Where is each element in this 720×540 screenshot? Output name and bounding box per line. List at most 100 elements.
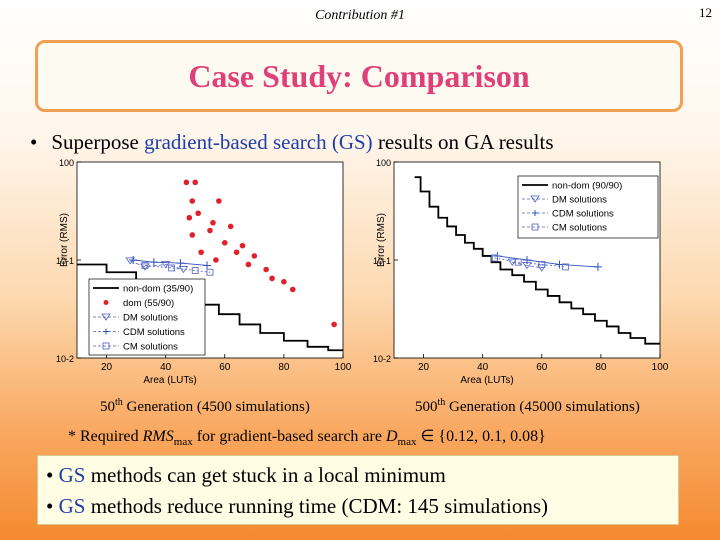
dm-marker	[140, 263, 150, 271]
slide-title: Case Study: Comparison	[188, 57, 530, 94]
cm-marker	[491, 254, 498, 262]
legend-label: CM solutions	[552, 223, 607, 234]
x-tick-label: 100	[335, 362, 352, 373]
x-tick-label: 60	[219, 362, 231, 373]
x-tick-label: 40	[160, 362, 172, 373]
series-cm-line	[494, 257, 566, 268]
x-tick-label: 80	[595, 362, 607, 373]
dom-point	[198, 249, 204, 256]
dom-point	[263, 266, 269, 273]
x-tick-label: 80	[278, 362, 290, 373]
y-tick-label: 10-2	[373, 354, 391, 364]
x-axis-label: Area (LUTs)	[143, 375, 196, 386]
conclusion-running-time: • GS methods reduce running time (CDM: 1…	[46, 494, 548, 518]
legend-label: CM solutions	[123, 342, 178, 353]
legend-swatch	[103, 300, 109, 305]
bullet-suffix: results on GA results	[372, 130, 554, 154]
dom-point	[183, 179, 190, 186]
dom-point	[239, 242, 246, 249]
x-tick-label: 20	[101, 362, 113, 373]
bullet-superpose: • Superpose gradient-based search (GS) re…	[30, 130, 554, 155]
cm-marker	[191, 267, 199, 275]
y-tick-label: 10-2	[56, 354, 74, 364]
y-axis-label: Error (RMS)	[376, 213, 387, 267]
x-tick-label: 40	[477, 362, 489, 373]
x-tick-label: 20	[418, 362, 430, 373]
legend-label: DM solutions	[552, 195, 607, 206]
dom-point	[216, 198, 222, 204]
dom-point	[331, 321, 337, 328]
series-dm-line	[512, 261, 542, 269]
dom-point	[281, 278, 287, 285]
dom-point	[245, 261, 252, 268]
header-label: Contribution #1	[315, 8, 405, 23]
legend-label: DM solutions	[123, 313, 178, 324]
legend-marker	[531, 223, 539, 231]
dom-point	[289, 286, 296, 293]
cm-marker	[538, 261, 546, 268]
x-axis-label: Area (LUTs)	[460, 375, 513, 386]
y-tick-label: 10-1	[56, 256, 74, 266]
x-tick-label: 100	[652, 362, 669, 373]
series-dm-line	[130, 260, 184, 270]
legend-label: dom (55/90)	[123, 298, 174, 309]
title-box: Case Study: Comparison	[35, 40, 683, 112]
conclusion-box: • GS methods can get stuck in a local mi…	[37, 455, 679, 525]
legend-label: non-dom (90/90)	[552, 181, 622, 192]
legend-box	[517, 175, 659, 239]
dm-marker	[160, 261, 171, 269]
dom-point	[195, 210, 201, 217]
cdm-marker	[129, 256, 138, 264]
dom-point	[213, 257, 219, 263]
legend-label: CDM solutions	[123, 327, 185, 338]
y-tick-label: 10-1	[373, 256, 391, 266]
dom-point	[221, 239, 228, 246]
dom-point	[233, 249, 240, 256]
legend-marker	[530, 195, 540, 203]
cm-marker	[168, 264, 176, 272]
legend-marker	[101, 313, 111, 321]
bullet-prefix: Superpose	[51, 130, 145, 154]
cdm-marker	[149, 258, 158, 267]
legend-label: non-dom (35/90)	[123, 284, 193, 295]
required-rms-note: * Required RMSmax for gradient-based sea…	[68, 428, 546, 449]
chart-50th-generation: 100 10-1 10-2 20 40 60 80 100 Area (LUTs) Error (…	[56, 158, 352, 386]
series-cdm-line	[133, 259, 208, 266]
dom-point	[189, 232, 196, 238]
dm-marker	[507, 258, 518, 266]
legend-marker	[532, 210, 538, 216]
dom-point	[210, 219, 216, 226]
series-cm-line	[144, 264, 211, 273]
dom-point	[269, 275, 275, 282]
caption-500th-generation: 500th Generation (45000 simulations)	[415, 397, 640, 415]
cm-marker	[141, 261, 149, 269]
chart-500th-generation: 100 10-1 10-2 20 40 60 80 100 Area (LUTs) Error (…	[373, 158, 669, 386]
dm-marker	[125, 257, 136, 265]
caption-50th-generation: 50th Generation (4500 simulations)	[100, 397, 310, 415]
legend-marker	[103, 328, 109, 335]
series-non-dom-line	[414, 176, 660, 345]
dom-point	[186, 214, 193, 221]
y-tick-label: 100	[376, 158, 391, 168]
series-cdm-line	[497, 255, 598, 268]
cm-marker	[561, 263, 569, 271]
bullet-dot: •	[30, 130, 38, 154]
dom-point	[192, 179, 199, 186]
cm-marker	[514, 258, 522, 266]
cdm-marker	[203, 261, 212, 270]
x-tick-label: 60	[536, 362, 548, 373]
bullet-gs-highlight: gradient-based search (GS)	[144, 130, 373, 154]
legend-marker	[102, 342, 110, 350]
dom-point	[189, 198, 196, 204]
legend-label: CDM solutions	[552, 209, 614, 220]
dom-point	[251, 253, 258, 259]
cdm-marker	[176, 259, 185, 268]
page-number: 12	[699, 5, 712, 20]
conclusion-local-minimum: • GS methods can get stuck in a local mi…	[46, 463, 446, 487]
dom-point	[207, 227, 213, 234]
y-axis-label: Error (RMS)	[59, 213, 70, 267]
y-tick-label: 100	[59, 158, 74, 168]
cm-marker	[206, 268, 214, 276]
cdm-marker	[593, 262, 602, 271]
dom-point	[227, 223, 234, 230]
